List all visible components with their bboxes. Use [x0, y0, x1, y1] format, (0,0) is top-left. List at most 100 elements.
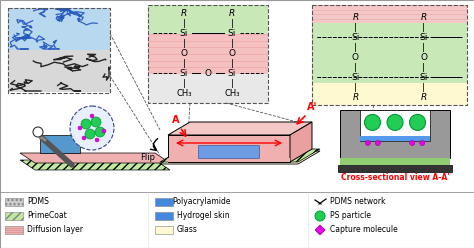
Text: |: |: [422, 62, 425, 71]
Circle shape: [410, 141, 415, 146]
Text: O: O: [204, 68, 211, 77]
Polygon shape: [199, 145, 259, 158]
Circle shape: [33, 127, 43, 137]
Text: |: |: [182, 59, 185, 67]
Circle shape: [95, 127, 105, 137]
Bar: [340, 158, 450, 165]
Polygon shape: [168, 122, 312, 135]
Text: Diffusion layer: Diffusion layer: [27, 225, 83, 235]
Text: PrimeCoat: PrimeCoat: [27, 212, 67, 220]
Text: |: |: [230, 38, 233, 48]
Text: O: O: [420, 53, 427, 62]
Text: R: R: [229, 8, 235, 18]
Text: |: |: [230, 59, 233, 67]
Bar: [312, 5, 467, 105]
Circle shape: [91, 117, 101, 127]
Bar: [312, 5, 467, 23]
Text: PS particle: PS particle: [330, 212, 371, 220]
Text: R: R: [352, 12, 358, 22]
Text: Si: Si: [228, 68, 236, 77]
Text: Hydrogel skin: Hydrogel skin: [177, 212, 229, 220]
Bar: [312, 23, 467, 83]
Bar: [5, 198, 23, 206]
Text: |: |: [354, 83, 357, 92]
Polygon shape: [20, 153, 170, 163]
Bar: [5, 226, 23, 234]
Polygon shape: [20, 160, 170, 170]
Bar: [340, 110, 450, 158]
Text: R: R: [181, 8, 187, 18]
Text: |: |: [182, 19, 185, 28]
Text: |: |: [354, 42, 357, 52]
Text: Glass: Glass: [177, 225, 198, 235]
Text: A: A: [172, 115, 180, 125]
Text: Si: Si: [180, 68, 188, 77]
Text: R: R: [352, 93, 358, 101]
Bar: [338, 165, 452, 172]
Text: Si: Si: [419, 32, 428, 41]
Bar: [8, 8, 110, 93]
Text: R: R: [420, 12, 427, 22]
Circle shape: [410, 114, 426, 130]
Bar: [5, 212, 23, 220]
Text: Si: Si: [180, 29, 188, 37]
Text: |: |: [354, 23, 357, 31]
Text: |: |: [422, 42, 425, 52]
Bar: [155, 198, 173, 206]
Text: |: |: [422, 83, 425, 92]
Polygon shape: [168, 135, 290, 162]
Bar: [148, 34, 268, 74]
Text: |: |: [182, 79, 185, 88]
Circle shape: [81, 119, 91, 129]
Bar: [155, 212, 173, 220]
Text: |: |: [354, 62, 357, 71]
Text: Si: Si: [351, 32, 360, 41]
Text: O: O: [352, 53, 359, 62]
Text: Cross-sectional view A-A': Cross-sectional view A-A': [341, 173, 449, 182]
Circle shape: [78, 126, 82, 130]
Text: Si: Si: [228, 29, 236, 37]
Circle shape: [375, 141, 380, 146]
Text: PDMS: PDMS: [27, 197, 49, 207]
Circle shape: [70, 106, 114, 150]
Text: Flip: Flip: [140, 153, 155, 162]
Circle shape: [387, 114, 403, 130]
Bar: [8, 50, 110, 92]
Text: ∞: ∞: [159, 197, 168, 207]
Text: O: O: [181, 49, 188, 58]
Polygon shape: [40, 135, 80, 153]
Circle shape: [82, 136, 86, 140]
Circle shape: [365, 141, 370, 146]
Circle shape: [102, 129, 106, 133]
Bar: [360, 136, 430, 141]
Bar: [0, 192, 474, 248]
Circle shape: [95, 138, 99, 142]
Polygon shape: [315, 225, 325, 235]
Text: Polyacrylamide: Polyacrylamide: [172, 197, 230, 207]
Text: PDMS network: PDMS network: [330, 197, 385, 207]
Text: Si: Si: [419, 72, 428, 82]
Text: |: |: [182, 38, 185, 48]
Text: CH₃: CH₃: [224, 89, 240, 97]
Text: |: |: [422, 23, 425, 31]
Text: A': A': [307, 102, 317, 112]
Text: |: |: [230, 79, 233, 88]
Polygon shape: [160, 149, 320, 162]
Circle shape: [315, 211, 325, 221]
Text: R: R: [420, 93, 427, 101]
Text: CH₃: CH₃: [176, 89, 192, 97]
Bar: [155, 226, 173, 234]
Text: O: O: [228, 49, 236, 58]
Bar: [312, 83, 467, 105]
Text: Si: Si: [351, 72, 360, 82]
Polygon shape: [160, 151, 320, 164]
Bar: [148, 5, 268, 34]
Text: Capture molecule: Capture molecule: [330, 225, 398, 235]
Polygon shape: [168, 158, 290, 162]
Circle shape: [419, 141, 425, 146]
Circle shape: [365, 114, 381, 130]
Bar: [148, 74, 268, 103]
Text: |: |: [230, 19, 233, 28]
Circle shape: [90, 114, 94, 118]
Circle shape: [85, 129, 95, 139]
